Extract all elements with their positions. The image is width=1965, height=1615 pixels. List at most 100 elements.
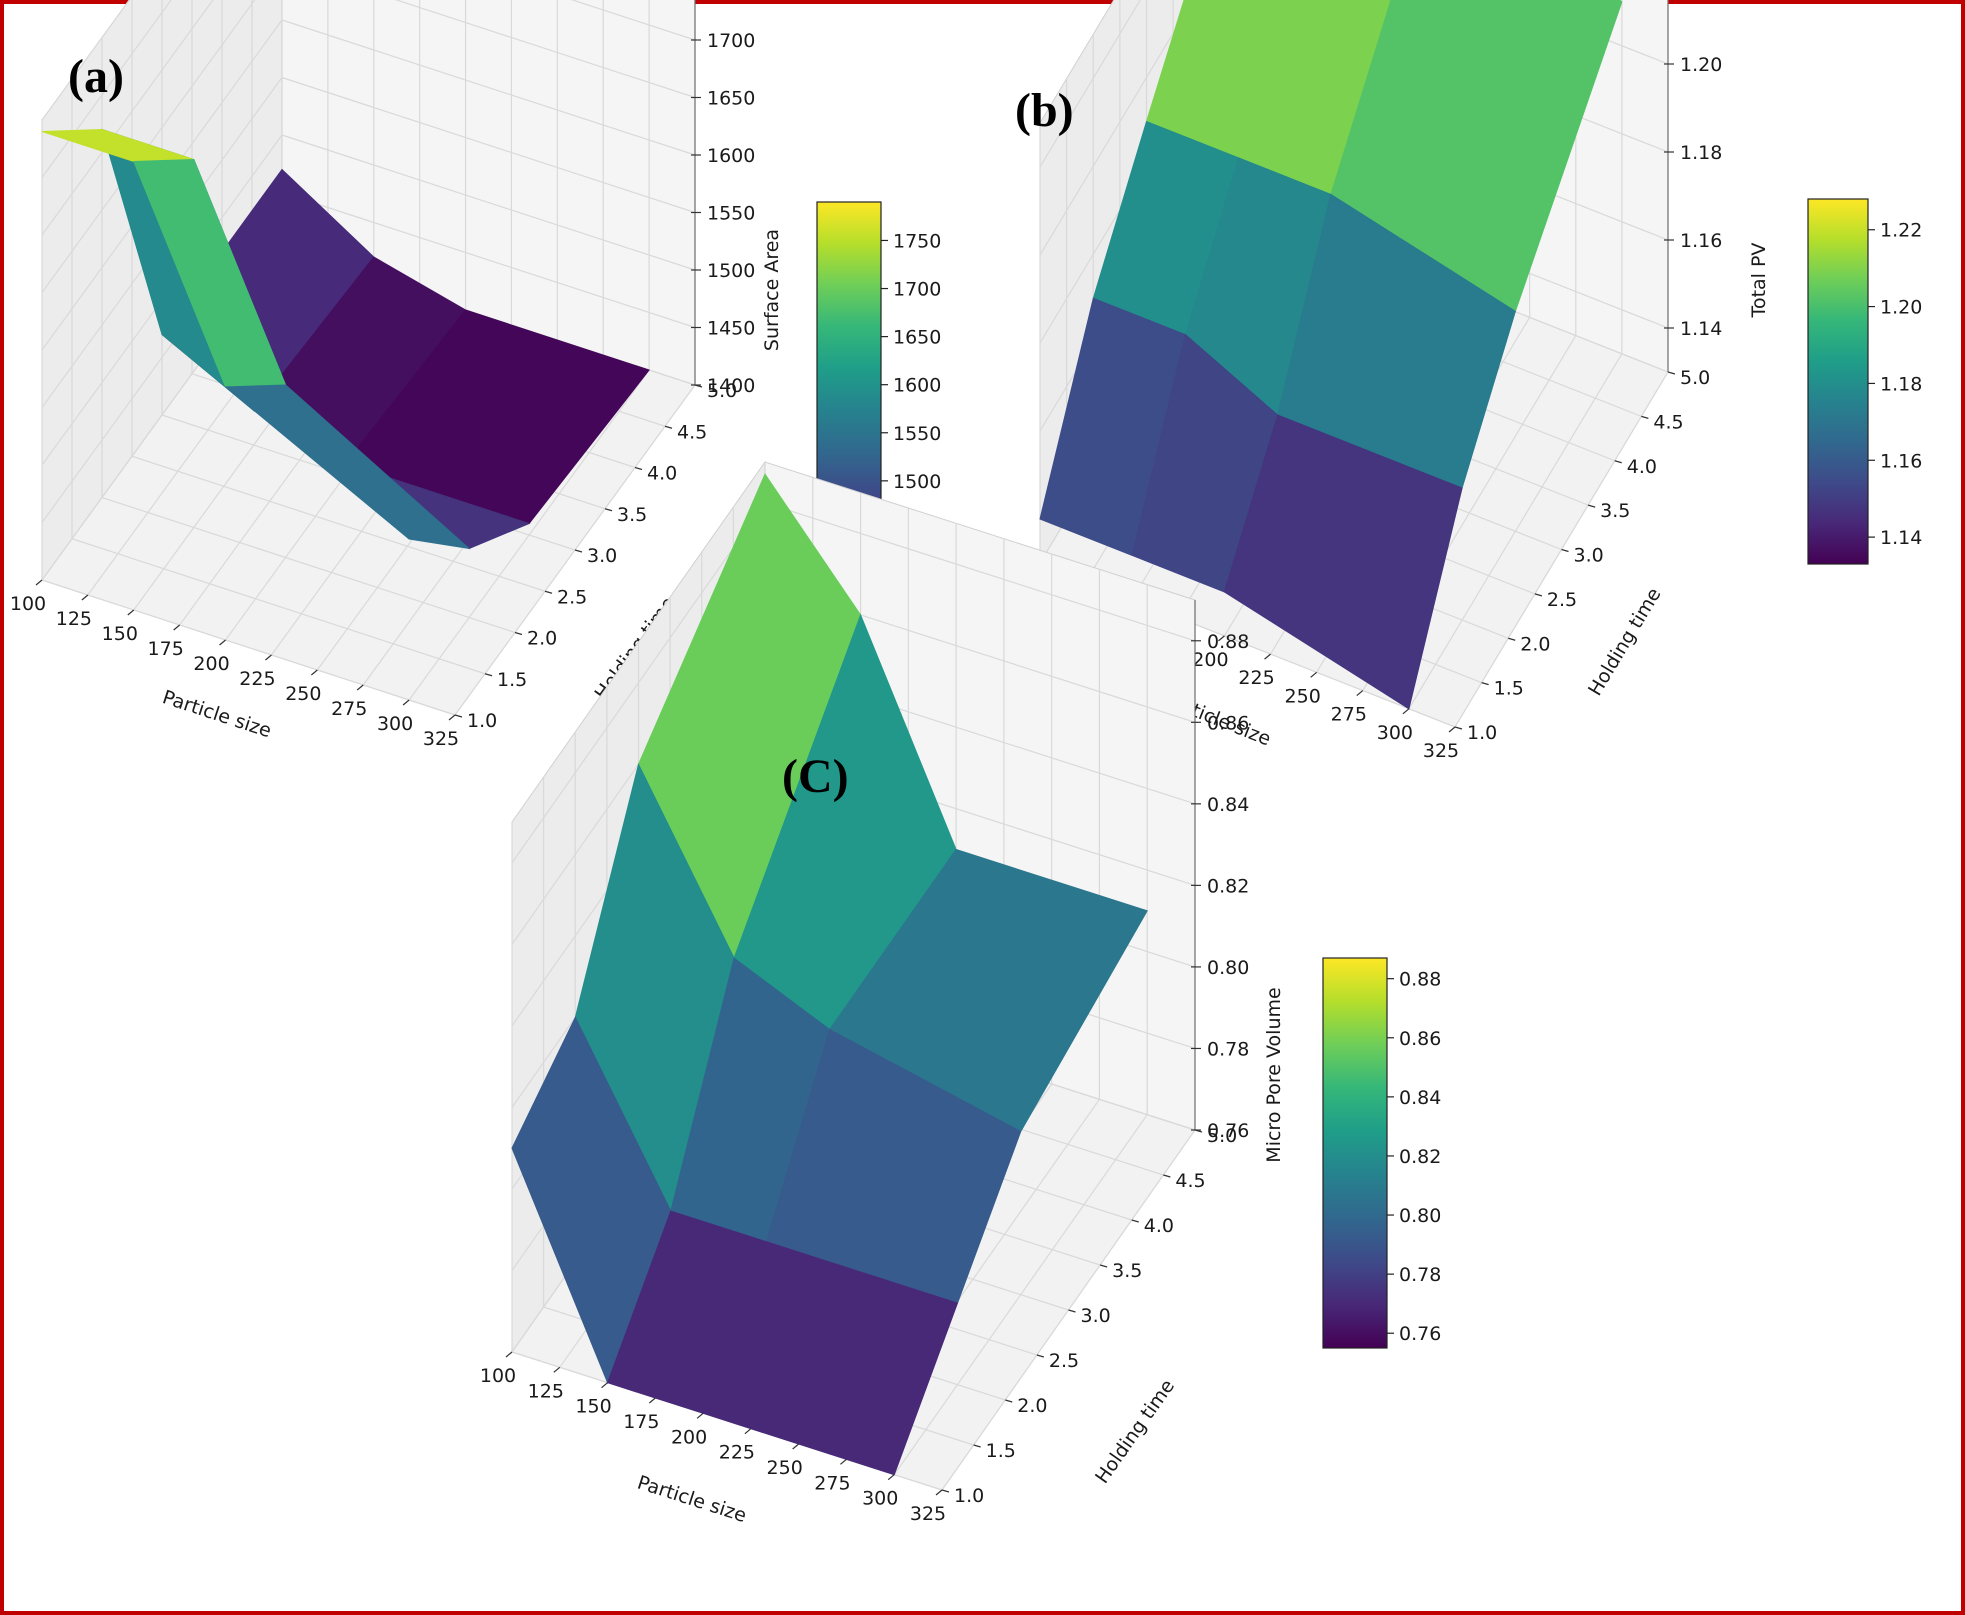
x-tick-label: 250: [1285, 685, 1321, 707]
y-tick-mark: [544, 590, 553, 594]
y-tick-mark: [1534, 593, 1543, 597]
x-tick-mark: [265, 654, 272, 661]
x-tick-mark: [887, 1474, 895, 1481]
x-tick-mark: [648, 1397, 656, 1404]
y-tick-label: 4.5: [1653, 411, 1683, 433]
y-tick-label: 5.0: [1207, 1125, 1237, 1147]
y-tick-label: 2.0: [527, 628, 557, 650]
colorbar-tick-label: 1700: [893, 279, 941, 301]
x-tick-mark: [127, 609, 135, 616]
y-tick-label: 3.5: [1600, 500, 1630, 522]
grid-line: [71, 538, 486, 675]
colorbar-tick-label: 1.14: [1880, 527, 1922, 549]
y-tick-label: 2.5: [1547, 589, 1577, 611]
y-tick-mark: [1481, 682, 1489, 686]
x-tick-label: 300: [862, 1488, 898, 1510]
x-tick-mark: [792, 1443, 800, 1450]
grid-line: [281, 191, 696, 329]
z-tick-label: 1500: [707, 260, 755, 282]
x-tick-mark: [402, 699, 410, 706]
x-tick-label: 100: [10, 593, 46, 615]
y-tick-mark: [941, 1489, 950, 1493]
y-tick-label: 3.5: [1112, 1260, 1142, 1282]
colorbar-tick-label: 1550: [893, 423, 941, 445]
x-tick-label: 225: [719, 1442, 755, 1464]
y-tick-label: 1.0: [1467, 722, 1497, 744]
x-axis-label: Particle size: [160, 686, 274, 742]
x-tick-mark: [1310, 671, 1318, 678]
grid-line: [41, 0, 214, 236]
grid-line: [101, 496, 516, 634]
y-tick-mark: [973, 1444, 981, 1448]
panel-label: (a): [68, 50, 124, 103]
z-tick-label: 1600: [707, 145, 755, 167]
z-tick-label: 0.88: [1207, 631, 1249, 653]
colorbar-tick-label: 1500: [893, 471, 941, 493]
panel-label: (C): [782, 750, 849, 803]
x-axis-label: Particle size: [635, 1472, 749, 1528]
x-tick-label: 150: [575, 1396, 611, 1418]
grid-line: [281, 134, 696, 271]
y-tick-label: 4.0: [647, 463, 677, 485]
x-tick-label: 250: [767, 1457, 803, 1479]
y-tick-label: 2.5: [1049, 1350, 1079, 1372]
x-tick-label: 325: [423, 728, 459, 750]
z-axis: 1.141.161.181.201.22Total PV: [1664, 0, 1770, 372]
y-tick-mark: [484, 673, 493, 677]
grid-line: [764, 502, 1196, 642]
colorbar-tick-label: 0.88: [1399, 969, 1441, 991]
y-tick-mark: [634, 466, 643, 471]
colorbar-tick-label: 0.82: [1399, 1146, 1441, 1168]
z-tick-label: 0.82: [1207, 875, 1249, 897]
grid-line: [281, 19, 696, 156]
x-tick-mark: [744, 1428, 752, 1435]
z-tick-label: 1550: [707, 203, 755, 225]
colorbar-tick-label: 0.76: [1399, 1323, 1441, 1345]
y-tick-mark: [454, 714, 463, 718]
z-tick-label: 1700: [707, 30, 755, 52]
y-tick-mark: [1508, 637, 1516, 641]
y-tick-mark: [574, 549, 583, 553]
colorbar-tick-label: 0.80: [1399, 1205, 1441, 1227]
grid-line: [41, 0, 131, 121]
x-tick-label: 100: [480, 1365, 516, 1387]
x-tick-mark: [219, 639, 226, 646]
grid-line: [570, 0, 696, 41]
x-tick-label: 125: [528, 1380, 564, 1402]
z-tick-label: 1.16: [1680, 230, 1722, 252]
x-tick-mark: [505, 1351, 513, 1358]
z-axis-label: Micro Pore Volume: [1263, 987, 1285, 1162]
y-tick-mark: [514, 631, 523, 636]
x-tick-label: 275: [1331, 704, 1367, 726]
y-tick-mark: [1068, 1309, 1076, 1313]
y-tick-mark: [664, 425, 673, 429]
grid-line: [394, 0, 696, 99]
y-tick-label: 1.5: [1494, 678, 1524, 700]
colorbar-tick-label: 1750: [893, 230, 941, 252]
colorbar: 0.76 0.78 0.80 0.82 0.84 0.86 0.88: [1322, 957, 1441, 1349]
y-tick-label: 1.5: [986, 1440, 1016, 1462]
z-tick-label: 1.14: [1680, 318, 1722, 340]
colorbar-tick-label: 1.20: [1880, 297, 1922, 319]
colorbar-tick-label: 1650: [893, 327, 941, 349]
colorbar-tick-label: 1.18: [1880, 373, 1922, 395]
x-tick-mark: [553, 1366, 561, 1373]
surface: [41, 128, 650, 550]
y-tick-mark: [1131, 1219, 1139, 1223]
y-tick-mark: [604, 508, 613, 512]
x-tick-mark: [840, 1458, 847, 1465]
grid-line: [1039, 0, 1194, 256]
y-tick-mark: [1641, 415, 1649, 419]
x-tick-label: 275: [814, 1472, 850, 1494]
x-tick-mark: [310, 669, 318, 676]
y-axis-label: Holding time: [1584, 584, 1665, 700]
y-tick-mark: [1163, 1174, 1171, 1178]
x-tick-label: 275: [331, 698, 367, 720]
x-tick-mark: [1448, 726, 1456, 733]
x-tick-mark: [696, 1412, 704, 1419]
surface-patch: [1223, 414, 1463, 710]
colorbar-tick-label: 1600: [893, 375, 941, 397]
colorbar-tick-label: 1.16: [1880, 450, 1922, 472]
y-axis-label: Holding time: [1091, 1375, 1179, 1487]
